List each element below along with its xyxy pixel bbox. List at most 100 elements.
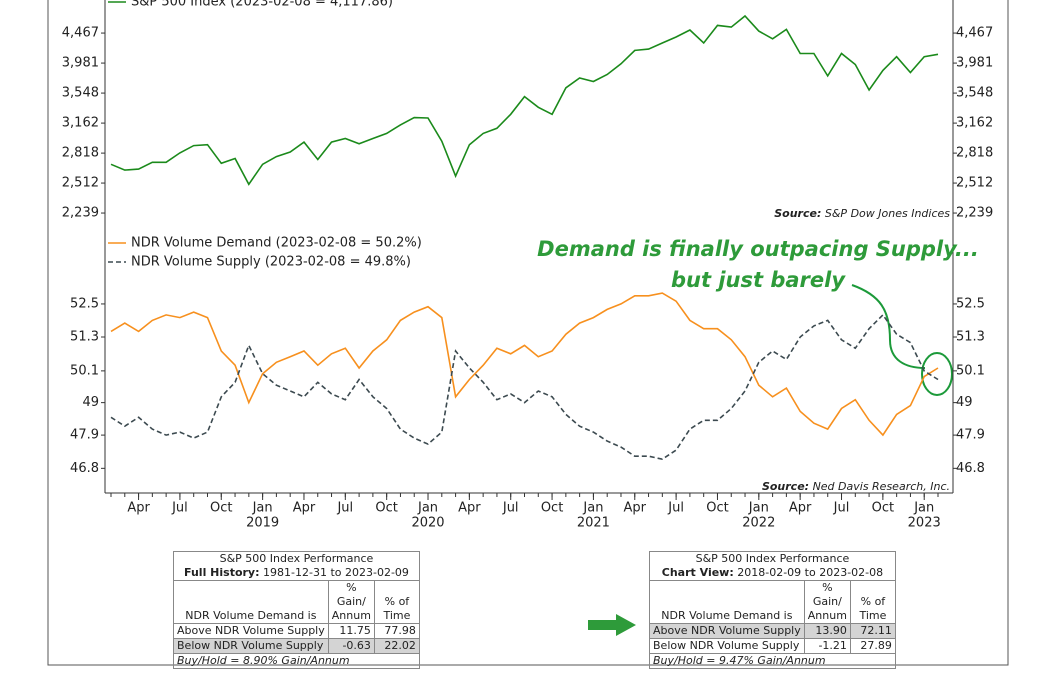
y-tick-label: 3,981 (62, 56, 99, 71)
cell: 11.75 (327, 623, 375, 639)
y-tick-label: 51.3 (70, 330, 99, 345)
x-tick-label: Jan (252, 501, 273, 516)
cell: Above NDR Volume Supply (649, 623, 805, 639)
x-tick-label: Jan (913, 501, 934, 516)
y-tick-label: 4,467 (62, 26, 99, 41)
y-tick-label: 46.8 (70, 461, 99, 476)
x-tick-label: Apr (127, 501, 150, 516)
x-year-label: 2021 (577, 516, 610, 531)
x-tick-label: Jul (667, 501, 684, 516)
x-year-label: 2020 (411, 516, 444, 531)
frame (47, 0, 1009, 666)
x-tick-label: Oct (375, 501, 397, 516)
x-tick-label: Oct (872, 501, 894, 516)
x-tick-label: Apr (458, 501, 481, 516)
cell: 13.90 (803, 623, 851, 639)
cell: -1.21 (803, 638, 851, 654)
annotation: Demand is finally outpacing Supply... (537, 237, 979, 261)
data-row: Below NDR Volume Supply -1.21 27.89 (649, 638, 896, 654)
y-tick-label: 47.9 (956, 428, 985, 443)
x-tick-label: Jul (171, 501, 188, 516)
x-tick-label: Jul (336, 501, 353, 516)
y-tick-label: 3,981 (956, 56, 993, 71)
y-tick-label: 3,162 (956, 116, 993, 131)
title-row: S&P 500 Index Performance Full History: 1… (173, 551, 420, 581)
performance-table: S&P 500 Index Performance Chart View: 201… (649, 551, 896, 669)
title-row: S&P 500 Index Performance Chart View: 201… (649, 551, 896, 581)
range: 1981-12-31 to 2023-02-09 (263, 566, 409, 579)
title-cell: S&P 500 Index Performance Chart View: 201… (649, 551, 896, 581)
column-header: % Gain/ Annum (803, 580, 851, 624)
callout-circle (921, 352, 953, 396)
annotation: but just barely (671, 268, 846, 292)
table-subtitle: Full History: 1981-12-31 to 2023-02-09 (177, 566, 416, 580)
table-subtitle: Chart View: 2018-02-09 to 2023-02-08 (653, 566, 892, 580)
x-tick-label: Jan (417, 501, 438, 516)
header-row: NDR Volume Demand is% Gain/ Annum% of Ti… (649, 580, 896, 624)
data-row: Above NDR Volume Supply 13.90 72.11 (649, 623, 896, 639)
cell: 22.02 (373, 638, 420, 654)
x-tick-label: Jan (748, 501, 769, 516)
performance-table: S&P 500 Index Performance Full History: 1… (173, 551, 420, 669)
range-label: Full History: (184, 566, 260, 579)
y-tick-label: 2,818 (956, 146, 993, 161)
footer: Buy/Hold = 8.90% Gain/Annum (173, 653, 420, 669)
title-cell: S&P 500 Index Performance Full History: 1… (173, 551, 420, 581)
x-tick-label: Oct (706, 501, 728, 516)
column-header: NDR Volume Demand is (173, 580, 329, 624)
x-tick-label: Apr (789, 501, 812, 516)
footer: Buy/Hold = 9.47% Gain/Annum (649, 653, 896, 669)
x-tick-label: Jan (582, 501, 603, 516)
series-line (110, 14, 939, 186)
cell: Below NDR Volume Supply (649, 638, 805, 654)
y-tick-label: 2,512 (956, 176, 993, 191)
x-tick-label: Jul (833, 501, 850, 516)
header-row: NDR Volume Demand is% Gain/ Annum% of Ti… (173, 580, 420, 624)
source-text: Ned Davis Research, Inc. (813, 480, 950, 493)
x-tick-label: Apr (293, 501, 316, 516)
y-tick-label: 4,467 (956, 26, 993, 41)
x-tick-label: Oct (210, 501, 232, 516)
y-tick-label: 50.1 (70, 363, 99, 378)
source-text: S&P Dow Jones Indices (825, 207, 950, 220)
data-row: Below NDR Volume Supply -0.63 22.02 (173, 638, 420, 654)
x-tick-label: Jul (502, 501, 519, 516)
x-tick-label: Apr (624, 501, 647, 516)
y-tick-label: 50.1 (956, 363, 985, 378)
footer-row: Buy/Hold = 9.47% Gain/Annum (649, 653, 896, 669)
cell: Above NDR Volume Supply (173, 623, 329, 639)
table-title: S&P 500 Index Performance (219, 552, 374, 565)
y-tick-label: 49 (82, 395, 99, 410)
column-header: % Gain/ Annum (327, 580, 375, 624)
y-tick-label: 49 (956, 395, 973, 410)
source-label: Source: (774, 207, 821, 220)
y-tick-label: 2,818 (62, 146, 99, 161)
x-year-label: 2022 (742, 516, 775, 531)
source-label: Source: (762, 480, 809, 493)
range-label: Chart View: (661, 566, 734, 579)
legend-label: NDR Volume Demand (2023-02-08 = 50.2%) (131, 236, 422, 251)
y-tick-label: 2,239 (62, 206, 99, 221)
cell: 27.89 (849, 638, 896, 654)
y-tick-label: 3,548 (956, 86, 993, 101)
legend-label: NDR Volume Supply (2023-02-08 = 49.8%) (131, 255, 411, 270)
y-tick-label: 46.8 (956, 461, 985, 476)
arrow (588, 614, 636, 636)
y-tick-label: 3,548 (62, 86, 99, 101)
series-line (110, 313, 939, 461)
column-header: % of Time (373, 580, 420, 624)
y-tick-label: 2,239 (956, 206, 993, 221)
source: Source: S&P Dow Jones Indices (774, 207, 950, 220)
x-year-label: 2019 (246, 516, 279, 531)
y-tick-label: 47.9 (70, 428, 99, 443)
cell: 77.98 (373, 623, 420, 639)
cell: -0.63 (327, 638, 375, 654)
y-tick-label: 52.5 (70, 296, 99, 311)
callout-line (851, 284, 926, 369)
column-header: % of Time (849, 580, 896, 624)
data-row: Above NDR Volume Supply 11.75 77.98 (173, 623, 420, 639)
x-year-label: 2023 (908, 516, 941, 531)
range: 2018-02-09 to 2023-02-08 (737, 566, 884, 579)
